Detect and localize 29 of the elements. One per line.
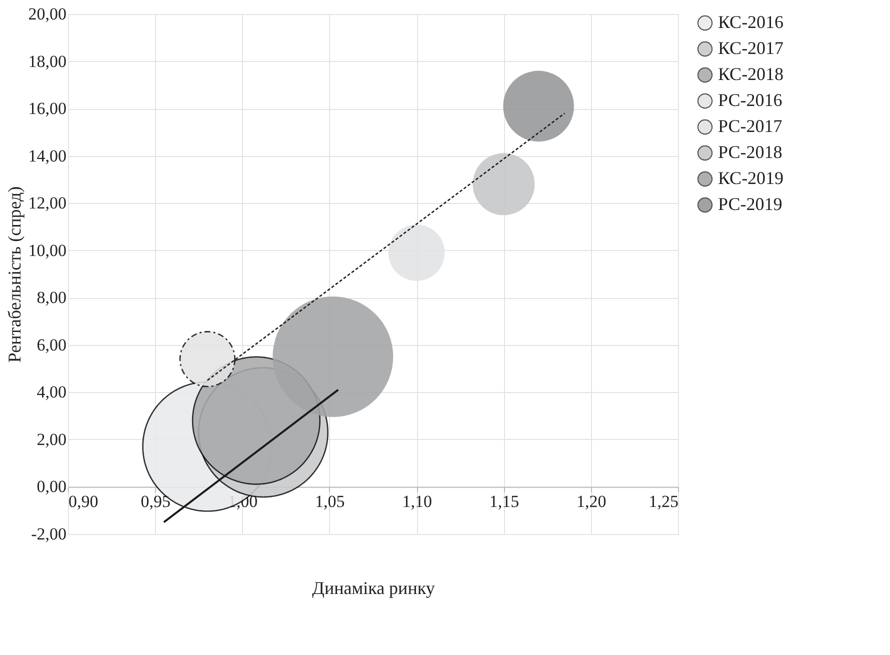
x-tick-label: 1,05: [315, 492, 345, 512]
legend-label: РС-2016: [718, 90, 782, 110]
legend-label: КС-2019: [718, 168, 784, 188]
y-tick-label: 18,00: [28, 52, 66, 71]
x-tick-label: 0,90: [68, 492, 98, 512]
y-tick-label: -2,00: [31, 524, 66, 544]
y-tick-label: 6,00: [36, 335, 66, 354]
y-tick-label: 2,00: [36, 430, 66, 449]
y-tick-label: 0,00: [36, 477, 66, 496]
legend-label: РС-2018: [718, 142, 782, 162]
x-tick-label: 0,95: [140, 492, 171, 512]
legend-label: РС-2017: [718, 116, 782, 136]
x-tick-label: 1,15: [489, 492, 520, 512]
x-axis-title: Динаміка ринку: [312, 578, 435, 598]
y-tick-label: 8,00: [36, 288, 66, 308]
legend-label: КС-2016: [718, 12, 784, 32]
y-tick-label: 16,00: [28, 99, 66, 118]
y-axis-title: Рентабельність (спред): [4, 186, 24, 363]
legend-label: КС-2017: [718, 38, 784, 58]
y-tick-label: 12,00: [28, 194, 66, 213]
y-tick-label: 10,00: [28, 240, 66, 260]
y-tick-label: 4,00: [36, 382, 66, 402]
x-tick-label: 1,10: [402, 492, 432, 512]
legend-label: КС-2018: [718, 64, 784, 84]
legend-label: РС-2019: [718, 194, 782, 214]
x-tick-label: 1,25: [648, 492, 678, 512]
y-tick-label: 14,00: [28, 146, 66, 166]
y-tick-label: 20,00: [28, 4, 66, 24]
x-tick-label: 1,20: [576, 492, 606, 512]
